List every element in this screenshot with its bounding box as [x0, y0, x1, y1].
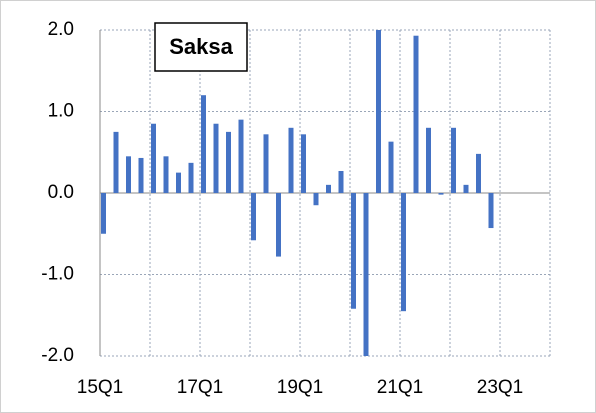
bar — [213, 123, 219, 193]
bar — [188, 162, 194, 193]
bar — [376, 30, 381, 193]
bar — [201, 95, 206, 193]
bar — [238, 119, 244, 193]
bar — [251, 193, 256, 241]
bar — [226, 131, 231, 193]
chart-title: Saksa — [169, 34, 233, 59]
x-tick-label: 15Q1 — [77, 377, 123, 398]
y-tick-label: 2.0 — [48, 19, 74, 40]
bar — [151, 123, 156, 193]
bar — [101, 193, 106, 234]
bar — [113, 131, 119, 193]
title-box — [154, 22, 248, 72]
bar — [138, 157, 144, 193]
grid — [99, 29, 551, 357]
bar — [338, 170, 344, 193]
bar — [326, 184, 331, 193]
bar — [463, 184, 469, 193]
y-tick-label: -1.0 — [41, 264, 74, 285]
x-tick-label: 21Q1 — [377, 377, 423, 398]
bars — [101, 30, 494, 356]
bar — [413, 35, 419, 193]
bar — [176, 172, 181, 193]
x-tick-label: 23Q1 — [477, 377, 523, 398]
y-tick-label: 0.0 — [48, 182, 74, 203]
bar — [351, 193, 356, 309]
bar — [276, 193, 281, 257]
bar — [488, 193, 494, 229]
bar — [388, 141, 394, 193]
x-tick-label: 17Q1 — [177, 377, 223, 398]
y-tick-label: -2.0 — [41, 345, 74, 366]
bar — [401, 193, 406, 312]
bar — [363, 193, 369, 356]
bar — [426, 127, 431, 193]
bar — [313, 193, 319, 206]
bar — [163, 156, 169, 193]
bar — [438, 193, 444, 195]
bar — [126, 156, 131, 193]
x-tick-label: 19Q1 — [277, 377, 323, 398]
bar — [301, 134, 306, 193]
bar — [263, 134, 269, 193]
bar — [451, 127, 456, 193]
y-tick-label: 1.0 — [48, 101, 74, 122]
bar — [476, 153, 481, 193]
bar — [288, 127, 294, 193]
